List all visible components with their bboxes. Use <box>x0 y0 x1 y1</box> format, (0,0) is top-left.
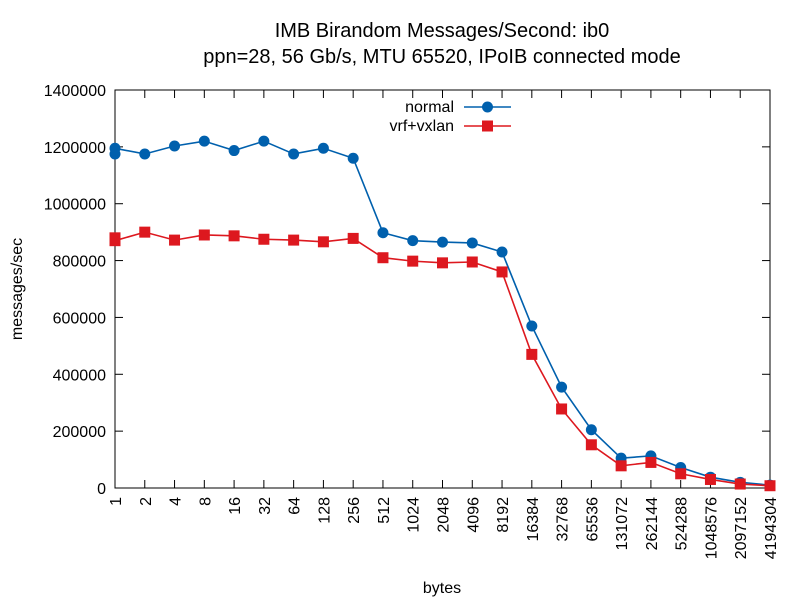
chart-subtitle: ppn=28, 56 Gb/s, MTU 65520, IPoIB connec… <box>203 46 681 68</box>
data-point <box>407 235 419 247</box>
data-point <box>258 233 270 245</box>
data-point <box>615 460 627 472</box>
data-point <box>466 256 478 268</box>
x-tick-label: 1024 <box>406 497 423 533</box>
data-point <box>139 148 151 160</box>
x-tick-label: 2097152 <box>733 497 750 559</box>
data-point <box>526 320 538 332</box>
data-point <box>198 135 210 147</box>
data-point <box>482 101 493 113</box>
data-point <box>198 229 210 241</box>
data-point <box>377 252 389 264</box>
x-tick-label: 4194304 <box>763 497 780 559</box>
x-tick-label: 2 <box>138 497 155 506</box>
data-point <box>437 236 448 248</box>
data-point <box>482 120 493 132</box>
plot-frame <box>114 89 771 489</box>
data-point <box>556 381 568 393</box>
y-axis-label: messages/sec <box>9 238 26 340</box>
data-point <box>496 246 508 258</box>
data-point <box>377 227 389 239</box>
x-tick-label: 4096 <box>465 497 482 533</box>
data-point <box>317 236 329 248</box>
data-point <box>169 140 181 152</box>
data-point <box>466 237 478 249</box>
data-point <box>109 232 121 244</box>
data-point <box>109 148 121 160</box>
data-point <box>347 232 359 244</box>
data-point <box>347 152 359 164</box>
x-tick-label: 32768 <box>555 497 572 542</box>
data-point <box>317 142 329 154</box>
series-line <box>114 140 771 486</box>
data-point <box>585 439 597 451</box>
data-point <box>556 403 568 415</box>
data-point <box>228 145 240 157</box>
x-tick-label: 16384 <box>525 497 542 542</box>
data-point <box>764 480 776 492</box>
x-tick-label: 16 <box>227 497 244 515</box>
y-tick-label: 200000 <box>53 424 106 441</box>
series-layer <box>109 135 776 492</box>
x-tick-label: 2048 <box>436 497 453 533</box>
legend-label: vrf+vxlan <box>390 118 454 135</box>
x-tick-label: 1048576 <box>703 497 720 559</box>
y-tick-label: 1400000 <box>44 83 106 100</box>
y-tick-label: 600000 <box>53 310 106 327</box>
data-point <box>169 234 181 246</box>
legend-label: normal <box>405 99 454 116</box>
data-point <box>645 456 657 468</box>
data-point <box>675 468 687 480</box>
data-point <box>526 348 538 360</box>
x-tick-label: 8192 <box>495 497 512 533</box>
series-0 <box>109 135 776 491</box>
data-point <box>704 473 716 485</box>
x-axis: 1 2 4 8 16 32 64 128 256 512 1024 2048 4096 8192 16384… <box>108 90 780 559</box>
x-tick-label: 512 <box>376 497 393 524</box>
data-point <box>437 257 448 269</box>
data-point <box>734 478 746 490</box>
x-tick-label: 131072 <box>614 497 631 550</box>
x-tick-label: 65536 <box>584 497 601 542</box>
data-point <box>407 255 419 267</box>
x-tick-label: 4 <box>168 497 185 506</box>
data-point <box>139 226 151 238</box>
x-tick-label: 262144 <box>644 497 661 550</box>
data-point <box>496 266 508 278</box>
x-tick-label: 524288 <box>674 497 691 550</box>
data-point <box>288 148 300 160</box>
y-tick-label: 1200000 <box>44 140 106 157</box>
x-tick-label: 256 <box>346 497 363 524</box>
y-tick-label: 800000 <box>53 254 106 271</box>
data-point <box>288 234 300 246</box>
y-tick-label: 1000000 <box>44 197 106 214</box>
y-tick-label: 400000 <box>53 367 106 384</box>
chart-title: IMB Birandom Messages/Second: ib0 <box>275 20 610 42</box>
x-tick-label: 64 <box>287 497 304 515</box>
x-tick-label: 32 <box>257 497 274 515</box>
data-point <box>585 424 597 436</box>
x-tick-label: 1 <box>108 497 125 506</box>
series-line <box>114 231 771 487</box>
x-tick-label: 8 <box>197 497 214 506</box>
x-axis-label: bytes <box>423 580 461 597</box>
data-point <box>228 230 240 242</box>
y-tick-label: 0 <box>97 481 106 498</box>
y-axis: 0 200000 400000 600000 800000 1000000 1200000 1… <box>44 83 770 498</box>
data-point <box>258 135 270 147</box>
series-1 <box>109 226 776 492</box>
legend: normal vrf+vxlan <box>390 99 511 135</box>
x-tick-label: 128 <box>316 497 333 524</box>
